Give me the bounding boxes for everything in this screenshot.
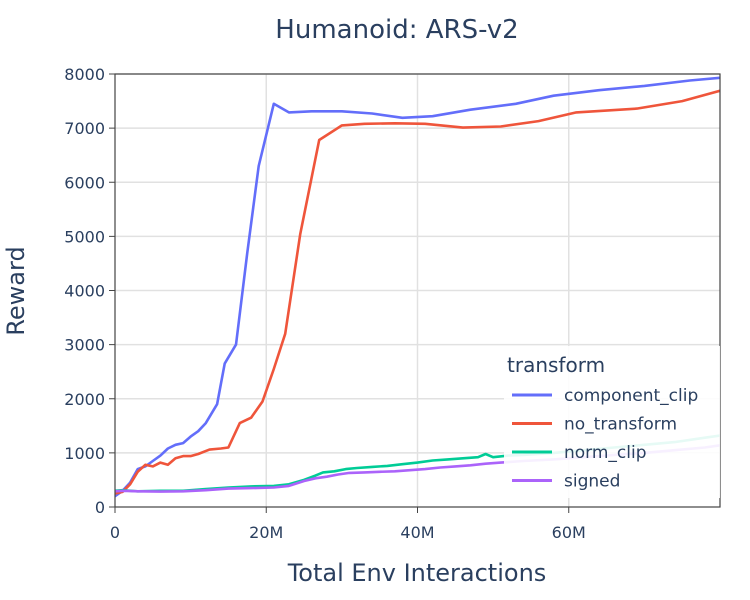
ticks: 0 1000 2000 3000 4000 5000 6000 7000 8000 0 20M 40M… — [64, 65, 586, 542]
y-tick-label: 3000 — [64, 336, 105, 355]
y-tick-label: 5000 — [64, 227, 105, 246]
x-axis-title: Total Env Interactions — [287, 559, 547, 587]
grid — [115, 73, 720, 507]
y-tick-label: 1000 — [64, 444, 105, 463]
y-tick-label: 6000 — [64, 173, 105, 192]
x-tick-label: 40M — [400, 523, 434, 542]
y-tick-label: 4000 — [64, 282, 105, 301]
legend-items: component_clip no_transform norm_clipsigne… — [512, 386, 698, 492]
legend: transform component_clip no_transformnorm… — [504, 346, 720, 498]
series-line-no_transform — [115, 89, 720, 495]
legend-label-signed: signed — [564, 472, 620, 492]
x-tick-label: 0 — [110, 523, 120, 542]
chart-title: Humanoid: ARS-v2 — [275, 15, 518, 45]
y-tick-label: 8000 — [64, 65, 105, 84]
y-axis-title: Reward — [2, 246, 30, 335]
legend-label-component_clip: component_clip — [564, 386, 698, 406]
y-tick-label: 7000 — [64, 119, 105, 138]
x-tick-label: 60M — [552, 523, 586, 542]
series-line-component_clip — [115, 76, 720, 498]
y-tick-label: 2000 — [64, 390, 105, 409]
x-tick-label: 20M — [249, 523, 283, 542]
y-tick-label: 0 — [95, 498, 105, 517]
legend-label-norm_clip: norm_clip — [564, 443, 647, 463]
legend-label-no_transform: no_transform — [564, 415, 677, 435]
legend-title: transform — [507, 353, 605, 377]
